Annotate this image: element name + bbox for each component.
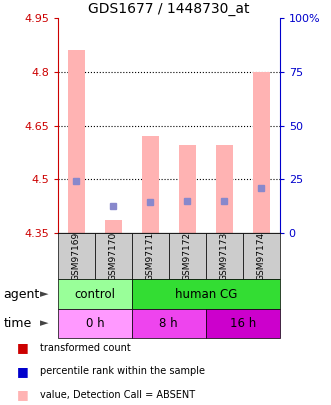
Text: ■: ■ bbox=[17, 388, 28, 401]
Text: 8 h: 8 h bbox=[160, 317, 178, 330]
Text: transformed count: transformed count bbox=[40, 343, 130, 353]
Text: control: control bbox=[74, 288, 116, 301]
Bar bbox=[253, 72, 269, 233]
Bar bbox=[169, 233, 206, 279]
Bar bbox=[132, 309, 206, 338]
Bar bbox=[132, 233, 169, 279]
Text: 0 h: 0 h bbox=[86, 317, 104, 330]
Bar bbox=[142, 136, 159, 233]
Text: GSM97170: GSM97170 bbox=[109, 232, 118, 281]
Bar bbox=[58, 279, 132, 309]
Text: GSM97172: GSM97172 bbox=[183, 232, 192, 281]
Bar bbox=[58, 309, 132, 338]
Text: ■: ■ bbox=[17, 341, 28, 354]
Text: ■: ■ bbox=[17, 365, 28, 378]
Bar bbox=[68, 50, 85, 233]
Text: agent: agent bbox=[3, 288, 40, 301]
Text: ►: ► bbox=[40, 289, 49, 299]
Text: percentile rank within the sample: percentile rank within the sample bbox=[40, 367, 205, 376]
Bar bbox=[243, 233, 280, 279]
Text: GSM97171: GSM97171 bbox=[146, 232, 155, 281]
Bar bbox=[179, 145, 196, 233]
Bar bbox=[95, 233, 132, 279]
Title: GDS1677 / 1448730_at: GDS1677 / 1448730_at bbox=[88, 2, 250, 16]
Bar bbox=[132, 279, 280, 309]
Text: GSM97173: GSM97173 bbox=[220, 232, 229, 281]
Text: GSM97169: GSM97169 bbox=[72, 232, 81, 281]
Text: human CG: human CG bbox=[174, 288, 237, 301]
Text: 16 h: 16 h bbox=[230, 317, 256, 330]
Bar bbox=[216, 145, 233, 233]
Bar bbox=[206, 233, 243, 279]
Text: time: time bbox=[3, 317, 31, 330]
Text: GSM97174: GSM97174 bbox=[257, 232, 266, 281]
Bar bbox=[58, 233, 95, 279]
Bar bbox=[206, 309, 280, 338]
Text: ►: ► bbox=[40, 318, 49, 328]
Text: value, Detection Call = ABSENT: value, Detection Call = ABSENT bbox=[40, 390, 195, 400]
Bar bbox=[105, 220, 122, 233]
